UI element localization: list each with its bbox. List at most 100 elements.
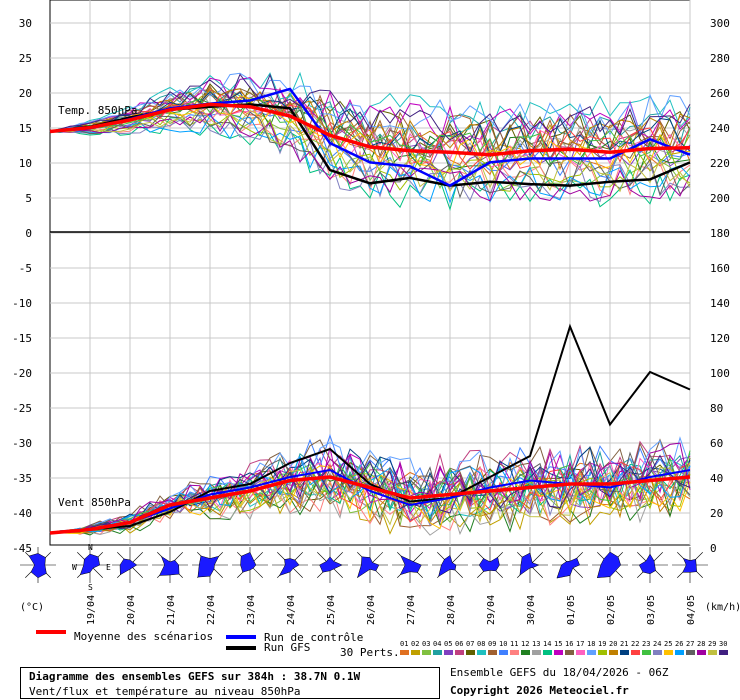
pert-number: 11: [510, 640, 519, 648]
pert-number: 29: [708, 640, 717, 648]
pert-swatch: [444, 650, 453, 655]
y-left-tick-label: -30: [12, 437, 32, 450]
gfs-wind-line: [49, 323, 691, 534]
rose-shape: [357, 556, 380, 579]
rose-shape: [682, 557, 697, 573]
y-right-tick-label: 60: [710, 437, 723, 450]
wind-rose: [272, 547, 308, 583]
pert-number: 22: [631, 640, 640, 648]
pert-swatch: [499, 650, 508, 655]
pert-swatch: [565, 650, 574, 655]
pert-temp-line: [49, 112, 691, 202]
rose-shape: [79, 553, 100, 576]
pert-number: 13: [532, 640, 541, 648]
footer-box: Diagramme des ensembles GEFS sur 384h : …: [20, 667, 440, 699]
mean-temp-line: [49, 102, 691, 157]
compass-west: W: [72, 563, 77, 572]
pert-number: 28: [697, 640, 706, 648]
wind-rose: [632, 547, 668, 583]
rose-shape: [197, 555, 220, 578]
y-left-tick-label: 30: [19, 17, 32, 30]
pert-temp-line: [49, 105, 691, 191]
wind-rose: [512, 547, 548, 583]
y-left-tick-label: -45: [12, 542, 32, 555]
pert-swatch: [587, 650, 596, 655]
pert-swatch: [510, 650, 519, 655]
pert-number: 04: [433, 640, 442, 648]
pert-temp-line: [49, 89, 691, 163]
pert-swatch: [598, 650, 607, 655]
pert-number: 27: [686, 640, 695, 648]
wind-rose: [432, 547, 468, 583]
compass-labels: N S E W: [72, 543, 111, 592]
y-right-tick-label: 240: [710, 122, 730, 135]
pert-swatch: [532, 650, 541, 655]
y-left-tick-label: 0: [25, 227, 32, 240]
x-date-label: 20/04: [126, 595, 137, 625]
pert-temp-line: [49, 106, 691, 193]
wind-rose: [672, 547, 708, 583]
pert-wind-line: [49, 438, 691, 534]
pert-number: 14: [543, 640, 552, 648]
pert-number: 24: [653, 640, 662, 648]
legend-gfs-swatch: [226, 646, 256, 650]
pert-swatch: [422, 650, 431, 655]
wind-rose: [352, 547, 388, 583]
pert-swatch: [488, 650, 497, 655]
footer-title: Diagramme des ensembles GEFS sur 384h : …: [29, 670, 361, 683]
pert-number: 25: [664, 640, 673, 648]
pert-swatch: [642, 650, 651, 655]
pert-swatch: [631, 650, 640, 655]
pert-number: 23: [642, 640, 651, 648]
x-date-label: 04/05: [686, 595, 697, 625]
pert-swatch: [664, 650, 673, 655]
legend-perts-label: 30 Perts.: [340, 646, 400, 659]
right-unit: (km/h): [705, 602, 740, 613]
y-right-tick-label: 40: [710, 472, 723, 485]
pert-number: 18: [587, 640, 596, 648]
x-date-label: 21/04: [166, 595, 177, 625]
pert-swatch: [719, 650, 728, 655]
legend-control-label: Run de contrôle: [264, 631, 364, 644]
wind-rose: [592, 547, 628, 583]
pert-swatch: [697, 650, 706, 655]
pert-number: 07: [466, 640, 475, 648]
rose-shape: [519, 552, 540, 576]
pert-swatch: [455, 650, 464, 655]
y-left-tick-label: 25: [19, 52, 32, 65]
wind-rose: [232, 547, 268, 583]
pert-temp-line: [49, 87, 691, 154]
footer-copyright: Copyright 2026 Meteociel.fr: [450, 684, 629, 697]
temp-label: Temp. 850hPa: [58, 104, 137, 117]
pert-swatch: [521, 650, 530, 655]
x-date-label: 26/04: [366, 595, 377, 625]
pert-swatch: [675, 650, 684, 655]
y-right-tick-label: 200: [710, 192, 730, 205]
footer-subtitle: Vent/flux et température au niveau 850hP…: [29, 685, 301, 698]
wind-rose: [552, 547, 588, 583]
y-right-tick-label: 120: [710, 332, 730, 345]
main-series: [49, 87, 691, 535]
pert-swatch: [708, 650, 717, 655]
pert-number: 16: [565, 640, 574, 648]
pert-swatch: [653, 650, 662, 655]
pert-number: 20: [609, 640, 618, 648]
x-date-label: 24/04: [286, 595, 297, 625]
pert-number: 10: [499, 640, 508, 648]
wind-label: Vent 850hPa: [58, 496, 131, 509]
x-axis-date-labels: 19/04 20/04 21/04 22/04 23/04 24/04 25/04 26/04…: [86, 595, 697, 625]
pert-swatch: [543, 650, 552, 655]
pert-temp-line: [49, 113, 691, 192]
rose-shape: [638, 553, 656, 575]
y-right-tick-label: 0: [710, 542, 717, 555]
wind-rose: [112, 547, 148, 583]
rose-shape: [399, 555, 422, 576]
pert-temp-line: [49, 116, 691, 203]
y-left-tick-label: -10: [12, 297, 32, 310]
x-date-label: 27/04: [406, 595, 417, 625]
y-right-tick-label: 20: [710, 507, 723, 520]
pert-swatch: [620, 650, 629, 655]
left-unit: (°C): [20, 602, 44, 613]
y-right-tick-label: 80: [710, 402, 723, 415]
pert-temp-line: [49, 115, 691, 204]
